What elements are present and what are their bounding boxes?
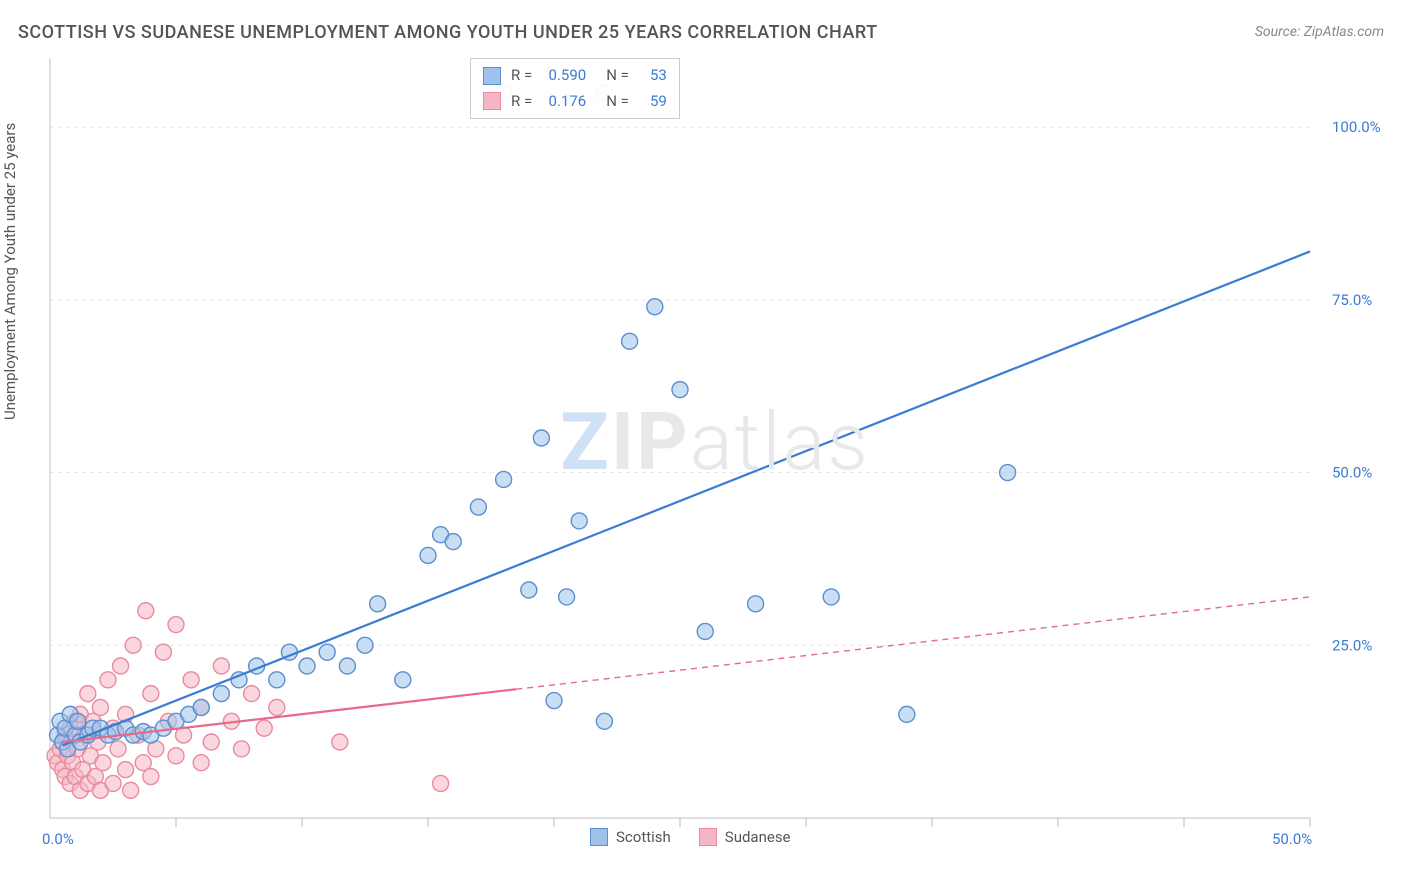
scatter-point: [113, 658, 129, 674]
y-tick-label: 75.0%: [1332, 291, 1372, 309]
scatter-point: [299, 658, 315, 674]
scatter-point: [92, 699, 108, 715]
legend: Scottish Sudanese: [590, 828, 791, 846]
stat-n-label: N =: [606, 89, 629, 115]
scatter-point: [234, 741, 250, 757]
scatter-point: [269, 672, 285, 688]
y-tick-label: 50.0%: [1332, 464, 1372, 482]
stat-swatch: [483, 92, 501, 110]
scatter-point: [319, 644, 335, 660]
scatter-point: [213, 686, 229, 702]
scatter-point: [445, 534, 461, 550]
x-axis-origin-label: 0.0%: [42, 830, 74, 848]
scatter-point: [357, 637, 373, 653]
scatter-point: [256, 720, 272, 736]
scatter-point: [672, 382, 688, 398]
legend-label: Sudanese: [725, 828, 791, 846]
scatter-point: [95, 755, 111, 771]
chart-svg: 25.0% 50.0% 75.0% 100.0%: [50, 58, 1380, 858]
scatter-point: [647, 299, 663, 315]
scatter-point: [155, 644, 171, 660]
y-axis-label: Unemployment Among Youth under 25 years: [1, 123, 19, 420]
trend-line-dashed: [516, 597, 1310, 689]
x-axis-max-label: 50.0%: [1272, 830, 1312, 848]
legend-swatch: [590, 828, 608, 846]
y-tick-label: 100.0%: [1332, 118, 1381, 136]
stat-n-value: 59: [639, 89, 667, 115]
scatter-point: [168, 617, 184, 633]
scatter-point: [470, 499, 486, 515]
scatter-point: [168, 748, 184, 764]
scatter-point: [546, 693, 562, 709]
scatter-point: [823, 589, 839, 605]
scatter-point: [193, 755, 209, 771]
scatter-point: [244, 686, 260, 702]
scatter-point: [533, 430, 549, 446]
scatter-point: [193, 699, 209, 715]
scatter-point: [339, 658, 355, 674]
stat-swatch: [483, 67, 501, 85]
scatter-point: [433, 775, 449, 791]
scatter-point: [105, 775, 121, 791]
scatter-point: [100, 672, 116, 688]
scatter-point: [622, 333, 638, 349]
scatter-point: [80, 686, 96, 702]
scatter-point: [143, 686, 159, 702]
scatter-point: [269, 699, 285, 715]
scatter-point: [1000, 465, 1016, 481]
source-name: ZipAtlas.com: [1304, 24, 1384, 40]
source-attribution: Source: ZipAtlas.com: [1255, 24, 1384, 40]
legend-label: Scottish: [616, 828, 671, 846]
scatter-point: [213, 658, 229, 674]
scatter-point: [420, 547, 436, 563]
scatter-point: [138, 603, 154, 619]
legend-item: Sudanese: [699, 828, 791, 846]
chart-title: SCOTTISH VS SUDANESE UNEMPLOYMENT AMONG …: [18, 22, 878, 43]
scatter-point: [118, 762, 134, 778]
stat-r-label: R =: [511, 63, 532, 89]
scatter-point: [70, 713, 86, 729]
scatter-point: [496, 471, 512, 487]
scatter-point: [332, 734, 348, 750]
plot-area: 25.0%50.0%75.0%100.0% ZIPatlas R =0.590N…: [50, 58, 1380, 858]
stat-r-value: 0.590: [542, 63, 586, 89]
stat-n-value: 53: [639, 63, 667, 89]
scatter-point: [899, 706, 915, 722]
stat-row: R = 0.176 N = 59: [483, 89, 667, 115]
scatter-point: [123, 782, 139, 798]
scatter-point: [125, 637, 141, 653]
scatter-point: [203, 734, 219, 750]
scatter-point: [748, 596, 764, 612]
scatter-point: [571, 513, 587, 529]
stat-r-label: R =: [511, 89, 532, 115]
y-tick-label: 25.0%: [1332, 636, 1372, 654]
scatter-point: [143, 769, 159, 785]
chart-container: SCOTTISH VS SUDANESE UNEMPLOYMENT AMONG …: [0, 0, 1406, 892]
scatter-point: [559, 589, 575, 605]
scatter-point: [183, 672, 199, 688]
legend-swatch: [699, 828, 717, 846]
stats-box: R = 0.590 N = 53 R = 0.176 N = 59: [470, 58, 680, 119]
stat-n-label: N =: [606, 63, 629, 89]
trend-line: [63, 251, 1310, 745]
stat-r-value: 0.176: [542, 89, 586, 115]
scatter-point: [697, 623, 713, 639]
scatter-point: [370, 596, 386, 612]
scatter-point: [521, 582, 537, 598]
legend-item: Scottish: [590, 828, 671, 846]
scatter-point: [110, 741, 126, 757]
stat-row: R = 0.590 N = 53: [483, 63, 667, 89]
scatter-point: [395, 672, 411, 688]
source-prefix: Source:: [1255, 24, 1304, 40]
scatter-point: [596, 713, 612, 729]
